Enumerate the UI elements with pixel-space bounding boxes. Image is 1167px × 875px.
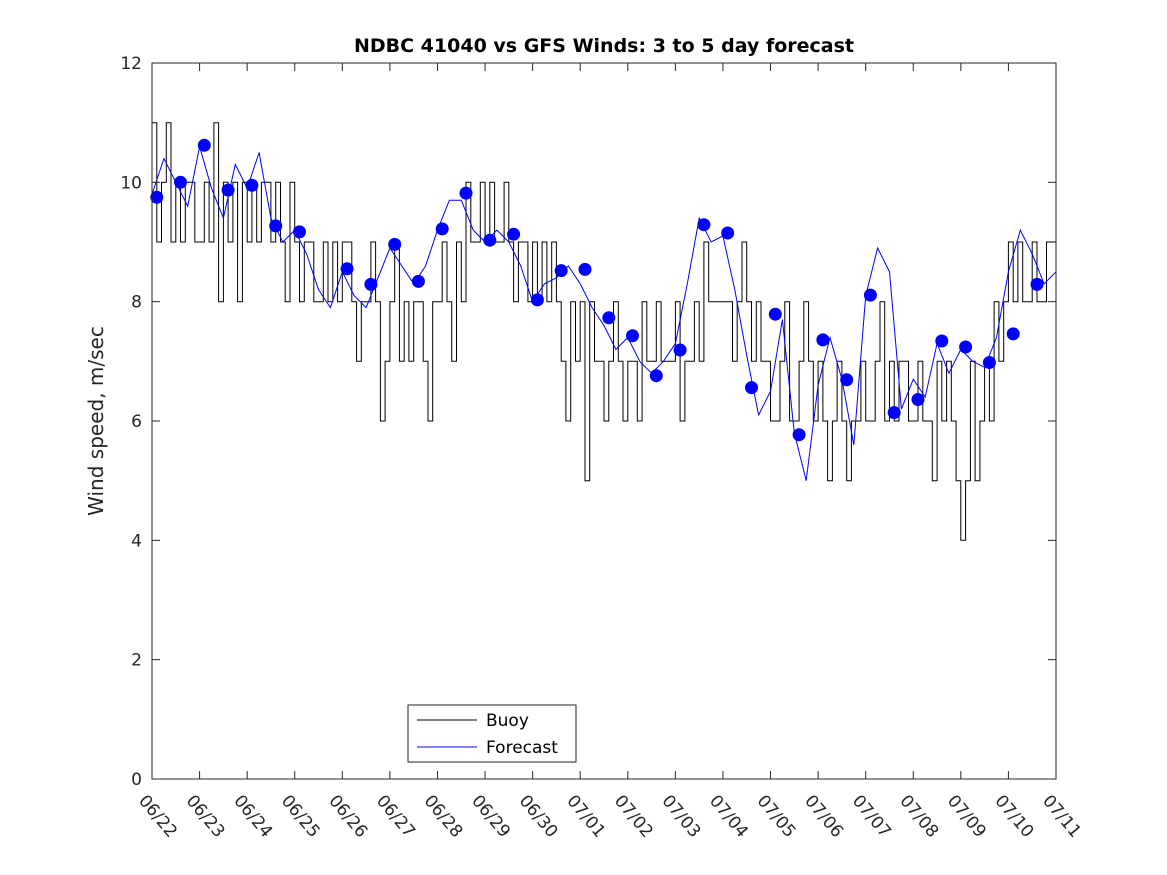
- forecast-marker: [649, 369, 663, 383]
- legend: Buoy Forecast: [407, 704, 577, 763]
- y-tick-label: 2: [131, 651, 142, 671]
- forecast-marker: [174, 175, 187, 189]
- forecast-marker: [459, 186, 473, 200]
- forecast-marker: [269, 219, 283, 233]
- forecast-marker: [673, 343, 687, 357]
- forecast-marker: [435, 222, 449, 236]
- forecast-marker: [411, 274, 425, 288]
- forecast-marker: [221, 183, 235, 197]
- legend-buoy-label: Buoy: [486, 711, 529, 731]
- forecast-marker: [554, 264, 568, 278]
- forecast-marker: [364, 277, 378, 291]
- y-tick-label: 12: [120, 54, 142, 74]
- forecast-marker: [150, 190, 164, 204]
- buoy-series-line: [152, 122, 1056, 541]
- forecast-marker: [388, 237, 402, 251]
- forecast-marker: [982, 356, 996, 369]
- forecast-marker: [245, 178, 259, 192]
- forecast-marker: [863, 288, 877, 302]
- forecast-marker: [1006, 327, 1020, 341]
- forecast-marker: [959, 340, 973, 354]
- forecast-marker: [530, 293, 544, 307]
- forecast-marker: [935, 334, 949, 348]
- forecast-marker: [792, 428, 806, 442]
- legend-forecast-label: Forecast: [486, 738, 558, 758]
- forecast-marker: [578, 262, 592, 276]
- forecast-marker: [507, 227, 521, 241]
- forecast-marker: [197, 138, 211, 152]
- forecast-marker: [721, 226, 735, 240]
- forecast-marker: [887, 406, 901, 420]
- y-tick-label: 4: [131, 531, 142, 551]
- y-tick-label: 10: [120, 173, 142, 193]
- forecast-marker: [340, 262, 354, 276]
- y-tick-label: 6: [131, 412, 142, 432]
- forecast-marker: [911, 393, 925, 406]
- forecast-marker: [840, 373, 854, 387]
- forecast-marker: [293, 225, 306, 239]
- forecast-marker: [697, 218, 711, 232]
- forecast-marker: [483, 233, 497, 247]
- forecast-marker: [768, 307, 782, 321]
- y-axis: 0 2 4 6 8 10 12: [120, 54, 1056, 790]
- y-tick-label: 8: [131, 293, 142, 313]
- forecast-marker: [745, 381, 758, 395]
- legend-box: [407, 704, 577, 763]
- forecast-marker: [1030, 277, 1044, 291]
- forecast-marker: [602, 311, 616, 325]
- chart-title: NDBC 41040 vs GFS Winds: 3 to 5 day fore…: [354, 35, 854, 57]
- forecast-marker: [626, 329, 639, 343]
- forecast-series-line: [152, 146, 1056, 481]
- y-axis-label: Wind speed, m/sec: [84, 326, 108, 516]
- forecast-marker: [816, 333, 830, 347]
- y-tick-label: 0: [131, 770, 142, 790]
